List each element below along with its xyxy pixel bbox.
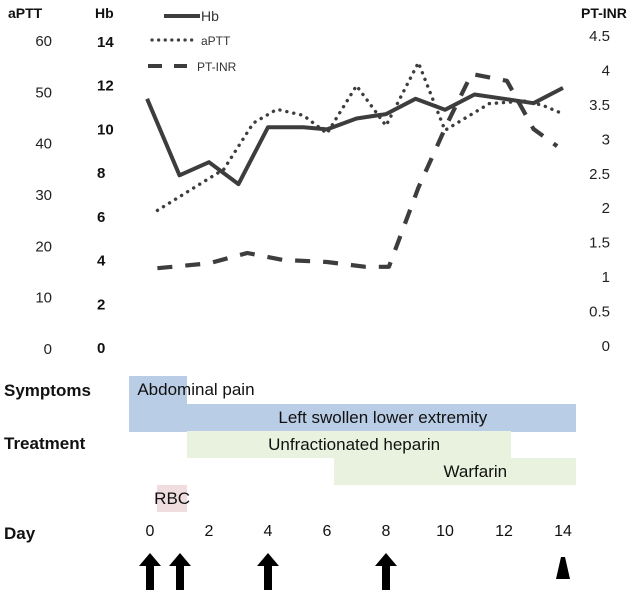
day-tick-label: 0 [145,523,155,540]
bar-left-swollen-lower-extremity: Left swollen lower extremity [129,404,577,432]
hb-tick-label: 2 [97,296,105,313]
inr-tick-label: 0.5 [589,304,610,321]
inr-tick-label: 2.5 [589,166,610,183]
up-arrow-icon [139,553,161,595]
aptt-tick-label: 20 [35,238,52,255]
bar-warfarin: Warfarin [334,458,577,485]
up-arrow-icon [257,553,279,595]
legend: Hb aPTT PT-INR [148,8,237,74]
aptt-axis-title: aPTT [8,5,43,21]
day-tick-label: 14 [554,523,572,540]
inr-tick-label: 4 [602,62,610,79]
arrowhead-icon [556,557,570,584]
legend-aptt-label: aPTT [201,34,231,48]
inr-tick-label: 1 [602,269,610,286]
hb-tick-label: 12 [97,78,114,95]
day-tick-label: 12 [495,523,513,540]
treatment-row-label: Treatment [4,434,86,453]
hb-axis-ticks: 0 2 4 6 8 10 12 14 [97,34,114,357]
bar-abdominal-pain-label: Abdominal pain [137,380,255,399]
hb-tick-label: 6 [97,209,105,226]
bar-abdominal-pain: Abdominal pain [129,376,255,404]
day-tick-label: 2 [204,523,214,540]
aptt-tick-label: 10 [35,290,52,307]
aptt-tick-label: 0 [44,341,52,358]
bar-unfractionated-heparin-label: Unfractionated heparin [268,434,441,454]
series-aptt-line [155,60,565,213]
inr-tick-label: 3.5 [589,97,610,114]
day-tick-label: 8 [381,523,391,540]
series-layer [145,60,565,271]
aptt-axis-ticks: 0 10 20 30 40 50 60 [35,33,52,358]
aptt-tick-label: 40 [35,136,52,153]
aptt-tick-label: 50 [35,84,52,101]
aptt-tick-label: 30 [35,187,52,204]
inr-axis-ticks: 0 0.5 1 1.5 2 2.5 3 3.5 4 4.5 [589,28,610,355]
inr-tick-label: 1.5 [589,235,610,252]
hb-tick-label: 4 [97,253,106,270]
series-pt-inr-line [157,71,559,271]
symptoms-row-label: Symptoms [4,381,91,400]
up-arrow-icon [375,553,397,595]
day-tick-label: 10 [436,523,454,540]
hb-tick-label: 14 [97,34,114,51]
bar-left-swollen-lower-extremity-label: Left swollen lower extremity [278,408,488,427]
inr-tick-label: 3 [602,131,610,148]
hb-tick-label: 10 [97,121,114,138]
day-tick-label: 4 [263,523,273,540]
inr-tick-label: 2 [602,200,610,217]
hb-tick-label: 8 [97,165,105,182]
legend-hb-label: Hb [201,8,219,24]
day-row-label: Day [4,524,36,543]
legend-inr-label: PT-INR [197,60,237,74]
aptt-tick-label: 60 [35,33,52,50]
inr-axis-title: PT-INR [581,5,627,21]
inr-tick-label: 4.5 [589,28,610,45]
bar-unfractionated-heparin: Unfractionated heparin [186,431,512,458]
up-arrow-icon [168,553,191,595]
day-tick-label: 6 [322,523,332,540]
bar-warfarin-label: Warfarin [443,461,508,481]
series-hb-line [145,86,564,187]
bar-rbc-label: RBC [154,488,191,508]
inr-tick-label: 0 [602,338,610,355]
hb-tick-label: 0 [97,340,105,357]
bar-rbc: RBC [154,485,191,512]
hb-axis-title: Hb [95,5,114,21]
